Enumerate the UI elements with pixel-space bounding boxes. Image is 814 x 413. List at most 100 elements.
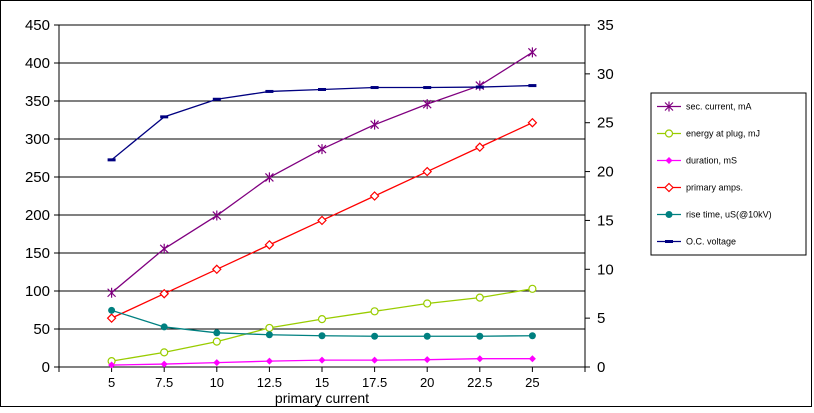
data-point: [317, 315, 327, 324]
data-point: [475, 293, 484, 302]
data-point: [318, 332, 326, 340]
data-point: [423, 299, 432, 308]
data-point: [475, 85, 484, 89]
y-tick-label: 250: [25, 169, 50, 186]
x-tick-label: 5: [108, 375, 115, 390]
y2-tick-label: 30: [597, 66, 614, 83]
data-point: [265, 357, 273, 365]
x-tick-label: 17.5: [362, 375, 387, 390]
y-axis-left: 0 50 100 150 200 250 300 350 400 450: [25, 17, 59, 376]
series-layer: [106, 47, 538, 369]
data-point: [665, 240, 673, 243]
data-point: [212, 337, 221, 346]
y2-tick-label: 5: [597, 310, 605, 327]
data-point: [527, 117, 538, 128]
y2-tick-label: 15: [597, 212, 614, 229]
data-point: [476, 355, 484, 363]
legend-label: energy at plug, mJ: [686, 129, 760, 139]
data-point: [108, 306, 116, 314]
data-point: [212, 97, 221, 101]
x-tick-label: 20: [420, 375, 434, 390]
y-tick-label: 350: [25, 93, 50, 110]
series-1: [107, 284, 537, 366]
data-point: [371, 356, 379, 364]
data-point: [422, 166, 433, 177]
data-point: [317, 215, 327, 226]
data-point: [264, 240, 275, 250]
data-point: [107, 287, 117, 298]
data-point: [422, 99, 432, 110]
data-point: [160, 348, 169, 357]
data-point: [160, 115, 169, 119]
data-point: [107, 158, 116, 162]
data-point: [528, 84, 537, 88]
data-point: [317, 144, 327, 155]
y-tick-label: 100: [25, 283, 50, 300]
data-point: [423, 356, 431, 364]
x-tick-label: 25: [525, 375, 539, 390]
series-2: [108, 355, 536, 369]
legend-label: sec. current, mA: [686, 102, 752, 112]
data-point: [213, 359, 221, 367]
y-tick-label: 300: [25, 131, 50, 148]
x-axis: 5 7.5 10 12.5 15 17.5 20 22.5 25: [58, 367, 586, 390]
y-tick-label: 150: [25, 245, 50, 262]
data-point: [213, 329, 221, 337]
x-tick-label: 10: [210, 375, 224, 390]
y-tick-label: 0: [42, 359, 50, 376]
data-point: [318, 356, 326, 364]
data-point: [528, 355, 536, 363]
data-point: [528, 284, 537, 293]
legend-label: duration, mS: [686, 156, 737, 166]
data-point: [159, 288, 170, 299]
legend-box: [650, 92, 807, 256]
data-point: [528, 332, 536, 340]
series-3: [106, 117, 538, 323]
x-tick-label: 15: [315, 375, 329, 390]
data-point: [370, 86, 379, 90]
y2-tick-label: 0: [597, 359, 605, 376]
legend: sec. current, mA energy at plug, mJ durati…: [650, 92, 807, 256]
legend-label: primary amps.: [686, 183, 743, 193]
y2-tick-label: 25: [597, 115, 614, 132]
legend-label: rise time, uS(@10kV): [686, 210, 772, 220]
data-point: [664, 182, 674, 193]
y-tick-label: 400: [25, 55, 50, 72]
x-tick-label: 7.5: [155, 375, 173, 390]
y2-tick-label: 35: [597, 17, 614, 34]
data-point: [423, 332, 431, 340]
data-point: [665, 211, 673, 218]
data-point: [160, 360, 168, 368]
series-line: [111, 288, 533, 362]
y-tick-label: 200: [25, 207, 50, 224]
legend-item: duration, mS: [657, 156, 737, 166]
series-0: [107, 47, 537, 298]
y2-tick-label: 10: [597, 261, 614, 278]
data-point: [369, 191, 380, 201]
data-point: [371, 332, 379, 340]
data-point: [159, 243, 169, 254]
gridlines: [59, 62, 585, 330]
y2-tick-label: 20: [597, 164, 614, 181]
data-point: [211, 264, 222, 275]
data-point: [370, 307, 379, 316]
x-axis-title: primary current: [275, 390, 369, 406]
data-point: [527, 47, 537, 58]
data-point: [318, 87, 326, 91]
legend-label: O.C. voltage: [686, 237, 736, 247]
legend-item: sec. current, mA: [657, 101, 752, 112]
data-point: [370, 119, 380, 130]
y-tick-label: 450: [25, 17, 50, 34]
legend-item: primary amps.: [657, 183, 743, 193]
data-point: [212, 210, 222, 221]
data-point: [423, 86, 432, 90]
data-point: [108, 361, 116, 369]
data-point: [160, 323, 168, 331]
x-tick-label: 12.5: [257, 375, 282, 390]
data-point: [476, 332, 484, 340]
legend-item: rise time, uS(@10kV): [657, 210, 772, 220]
data-point: [106, 313, 117, 323]
x-tick-label: 22.5: [467, 375, 492, 390]
y-tick-label: 50: [33, 321, 50, 338]
